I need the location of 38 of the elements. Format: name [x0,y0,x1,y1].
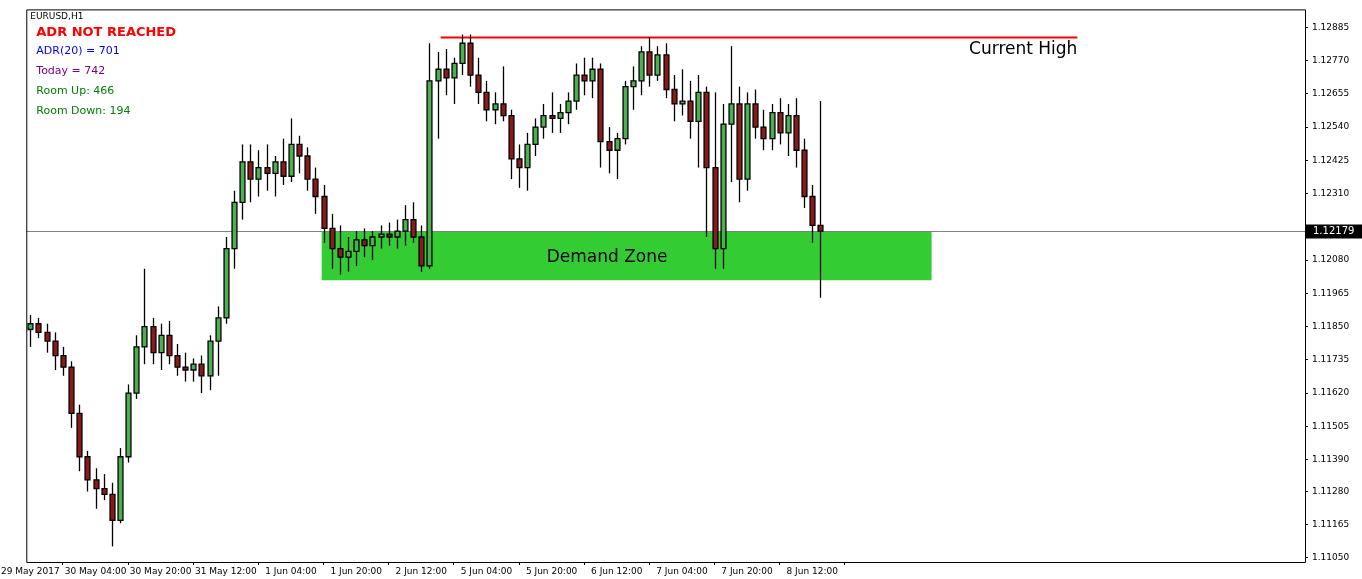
y-tick-label: 1.12885 [1312,21,1350,32]
x-tick-label: 1 Jun 20:00 [330,565,383,576]
y-tick-label: 1.12080 [1312,254,1350,265]
y-tick-label: 1.12770 [1312,54,1350,65]
x-tick-label: 2 Jun 12:00 [395,565,448,576]
y-tick-label: 1.11620 [1312,387,1350,398]
annotation: Room Up: 466 [36,83,116,100]
annotation: Today = 742 [36,63,107,80]
y-tick-label: 1.12425 [1312,154,1350,165]
y-tick-label: 1.11965 [1312,287,1350,298]
y-tick-label: 1.12655 [1312,88,1350,99]
x-tick-label: 1 Jun 04:00 [265,565,317,576]
annotation: ADR(20) = 701 [36,43,121,60]
y-tick-label: 1.11280 [1312,485,1350,496]
x-tick-label: 8 Jun 12:00 [786,565,839,576]
chart-title: EURUSD,H1 [30,11,84,22]
y-tick-label: 1.11850 [1312,320,1350,331]
y-tick-label: 1.12310 [1312,187,1350,198]
x-tick-label: 30 May 20:00 [129,565,192,576]
annotation: Room Down: 194 [36,103,132,120]
x-tick-label: 30 May 04:00 [64,565,127,576]
ref-line-label: Current High [969,38,1078,59]
x-tick-label: 7 Jun 20:00 [721,565,774,576]
y-tick-label: 1.11390 [1312,453,1350,464]
y-tick-label: 1.11505 [1312,420,1350,431]
y-tick-label: 1.11735 [1312,354,1350,365]
x-tick-label: 5 Jun 20:00 [525,565,578,576]
x-tick-label: 29 May 2017 [1,565,60,576]
x-tick-label: 31 May 12:00 [194,565,257,576]
annotation: ADR NOT REACHED [36,23,177,42]
y-tick-label: 1.11050 [1312,552,1350,563]
x-tick-label: 7 Jun 04:00 [656,565,708,576]
y-tick-label: 1.11165 [1312,519,1350,530]
ref-line-label: 1.12179 [1313,225,1355,237]
band-label: Demand Zone [546,246,668,267]
y-tick-label: 1.12540 [1312,121,1350,132]
x-tick-label: 5 Jun 04:00 [460,565,513,576]
x-tick-label: 6 Jun 12:00 [591,565,643,576]
